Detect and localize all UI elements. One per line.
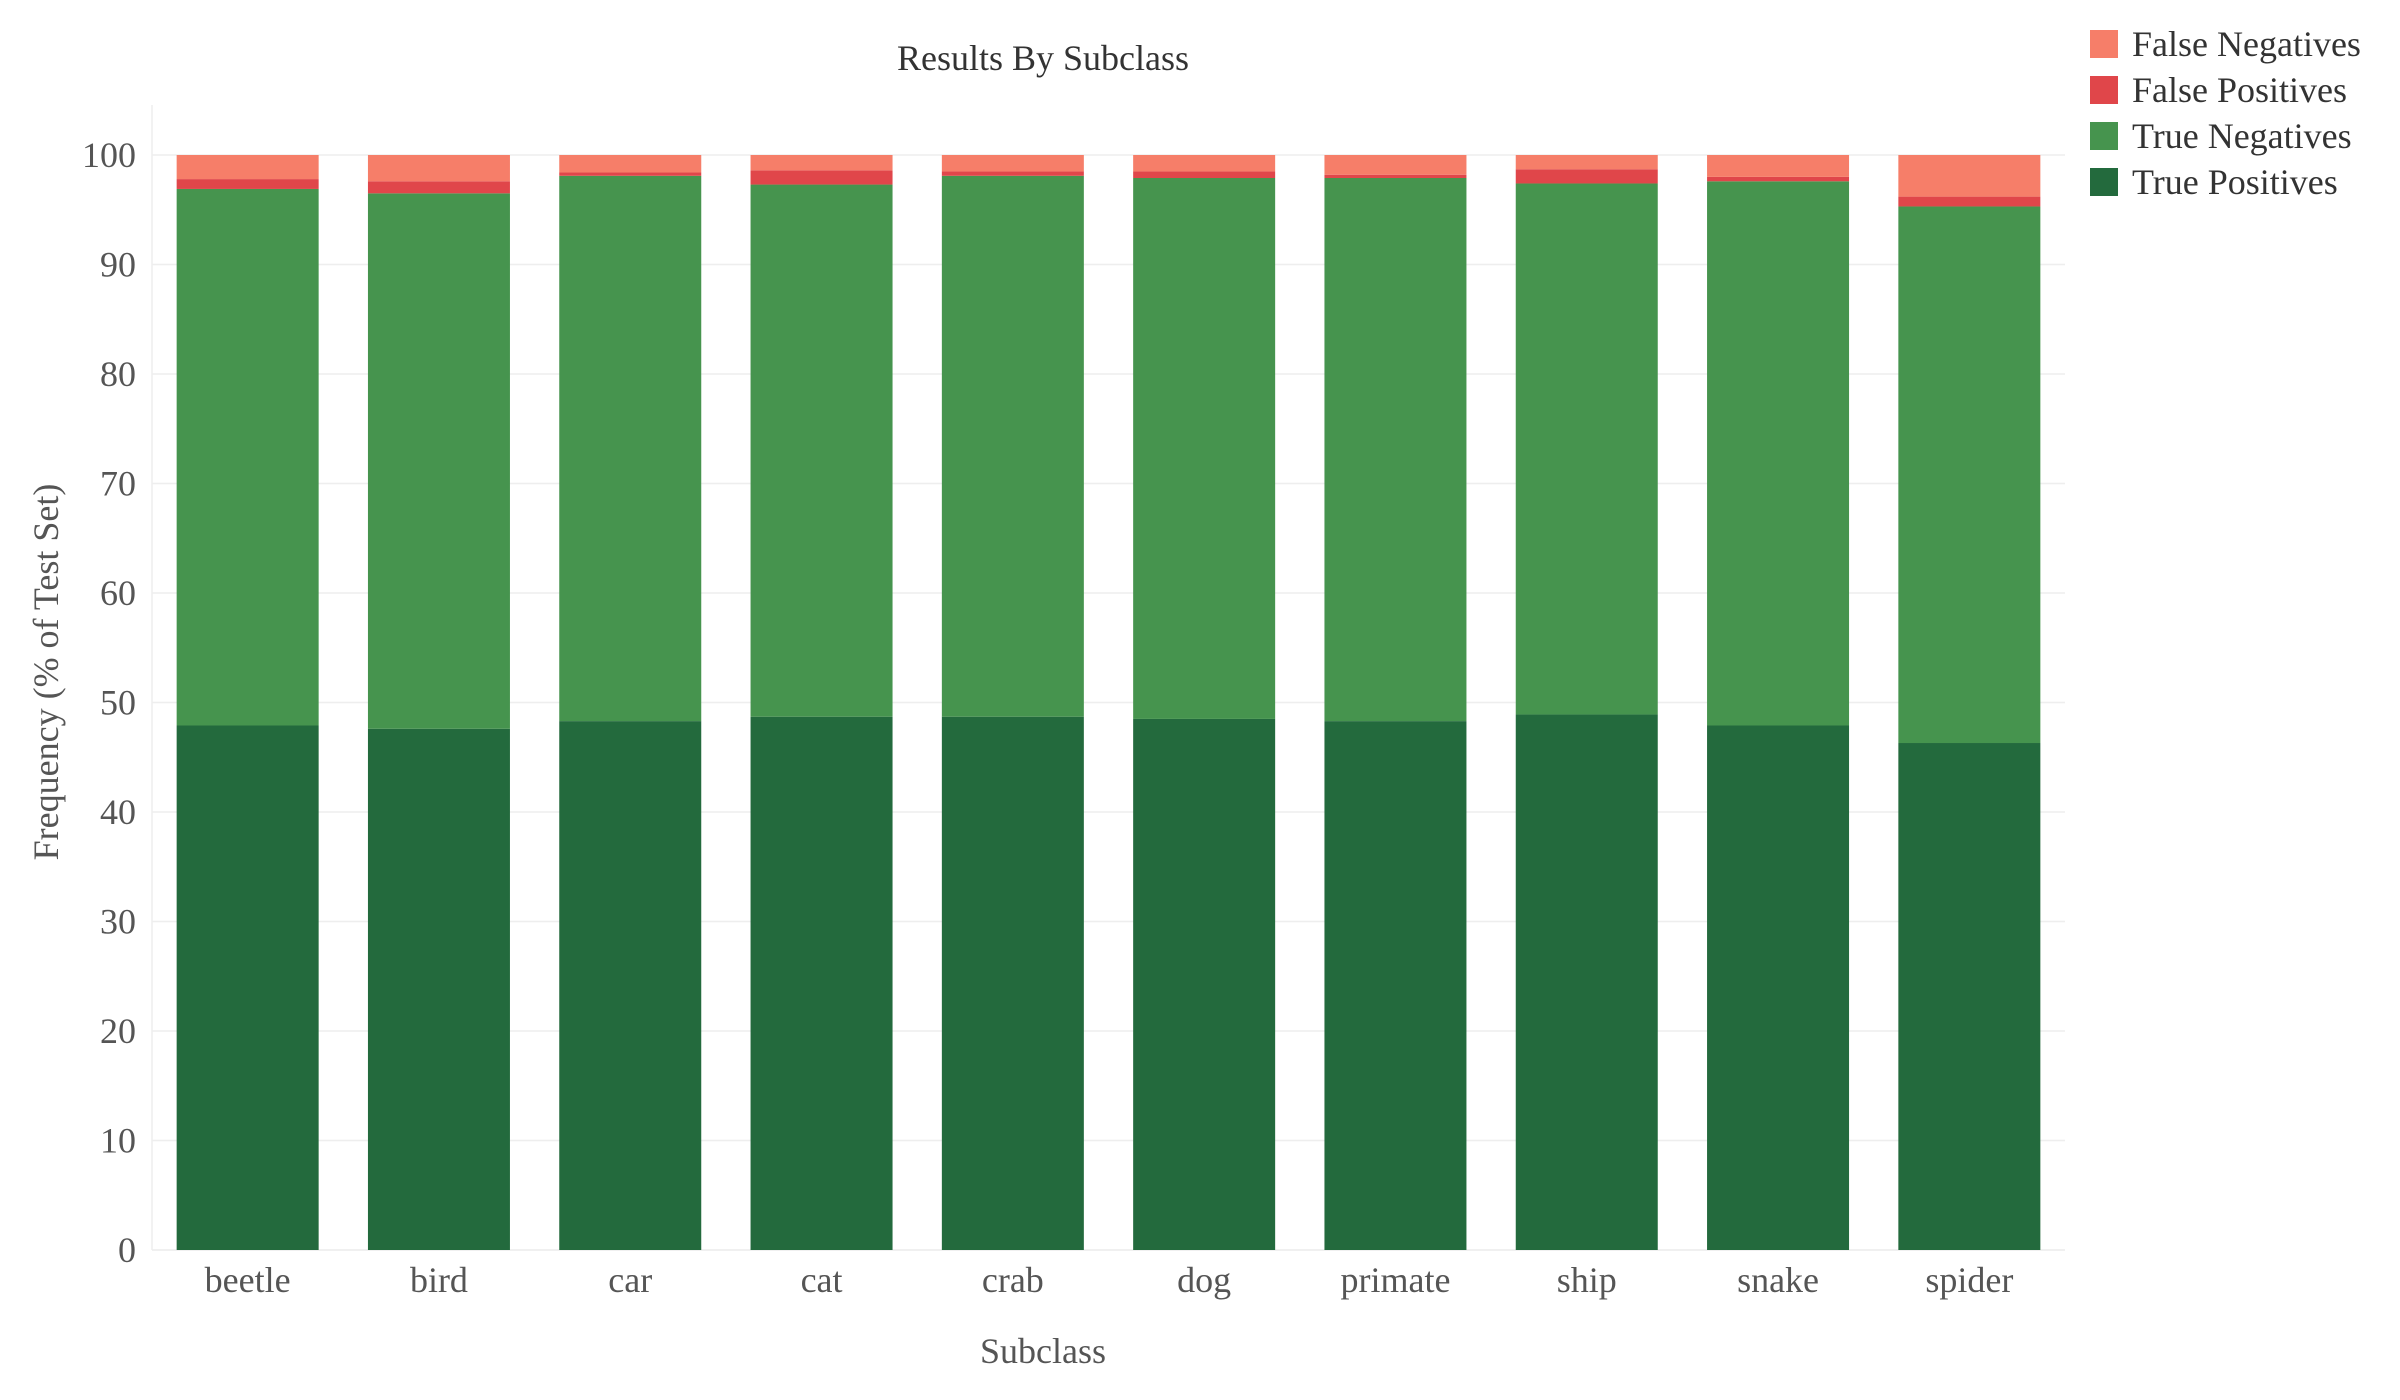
y-tick-label: 60 [100, 573, 136, 613]
legend-swatch [2090, 76, 2118, 104]
legend-swatch [2090, 168, 2118, 196]
bar-stack-beetle [176, 155, 319, 1250]
y-tick-label: 10 [100, 1121, 136, 1161]
bar-bird-false-positives [367, 181, 510, 194]
y-tick-label: 0 [118, 1230, 136, 1270]
bar-bird-false-negatives [367, 155, 510, 182]
bar-spider-false-negatives [1898, 155, 2041, 197]
legend-label: False Positives [2132, 70, 2347, 110]
bar-beetle-true-positives [176, 725, 319, 1250]
chart-title: Results By Subclass [897, 38, 1189, 78]
bar-primate-true-positives [1324, 721, 1467, 1250]
legend-item-false-negatives: False Negatives [2090, 24, 2361, 64]
bar-stack-primate [1324, 155, 1467, 1250]
x-tick-label: beetle [205, 1260, 291, 1300]
bar-car-true-positives [559, 721, 702, 1250]
bar-dog-true-positives [1133, 718, 1276, 1250]
bar-ship-false-negatives [1515, 155, 1658, 170]
y-tick-label: 90 [100, 245, 136, 285]
bar-stack-dog [1133, 155, 1276, 1250]
bar-snake-true-negatives [1707, 181, 1850, 726]
legend-item-false-positives: False Positives [2090, 70, 2347, 110]
bar-ship-false-positives [1515, 169, 1658, 184]
bar-cat-true-negatives [750, 184, 893, 717]
x-axis-label: Subclass [980, 1331, 1106, 1371]
y-tick-label: 70 [100, 464, 136, 504]
bar-crab-false-negatives [941, 155, 1084, 172]
bar-stack-snake [1707, 155, 1850, 1250]
bar-cat-false-positives [750, 170, 893, 185]
bar-crab-true-negatives [941, 175, 1084, 717]
y-tick-label: 100 [82, 135, 136, 175]
y-tick-label: 40 [100, 792, 136, 832]
bar-snake-false-positives [1707, 176, 1850, 182]
bar-stack-crab [941, 155, 1084, 1250]
bar-snake-false-negatives [1707, 155, 1850, 177]
bar-car-false-negatives [559, 155, 702, 173]
y-axis-ticks: 0 10 20 30 40 50 60 70 80 90 100 [82, 135, 136, 1270]
bar-crab-false-positives [941, 171, 1084, 176]
bar-primate-true-negatives [1324, 177, 1467, 722]
bar-cat-true-positives [750, 716, 893, 1250]
y-tick-label: 20 [100, 1011, 136, 1051]
bar-stack-bird [367, 155, 510, 1250]
y-tick-label: 30 [100, 902, 136, 942]
bars [176, 155, 2041, 1250]
bar-crab-true-positives [941, 716, 1084, 1250]
bar-car-true-negatives [559, 175, 702, 722]
x-tick-label: crab [982, 1260, 1044, 1300]
x-tick-label: spider [1925, 1260, 2013, 1300]
legend-swatch [2090, 30, 2118, 58]
x-tick-label: snake [1737, 1260, 1819, 1300]
bar-cat-false-negatives [750, 155, 893, 171]
bar-spider-true-positives [1898, 743, 2041, 1250]
bar-spider-false-positives [1898, 196, 2041, 207]
bar-car-false-positives [559, 172, 702, 176]
bar-ship-true-negatives [1515, 183, 1658, 715]
x-tick-label: bird [410, 1260, 468, 1300]
bar-dog-false-negatives [1133, 155, 1276, 172]
x-tick-label: car [608, 1260, 652, 1300]
bar-beetle-true-negatives [176, 188, 319, 726]
y-tick-label: 50 [100, 683, 136, 723]
x-tick-label: dog [1177, 1260, 1231, 1300]
bar-stack-cat [750, 155, 893, 1250]
bar-dog-false-positives [1133, 171, 1276, 178]
bar-ship-true-positives [1515, 714, 1658, 1250]
bar-bird-true-positives [367, 728, 510, 1250]
bar-stack-ship [1515, 155, 1658, 1250]
bar-bird-true-negatives [367, 193, 510, 729]
legend-item-true-positives: True Positives [2090, 162, 2338, 202]
bar-primate-false-negatives [1324, 155, 1467, 175]
bar-stack-spider [1898, 155, 2041, 1250]
legend-swatch [2090, 122, 2118, 150]
bar-beetle-false-positives [176, 179, 319, 189]
legend-item-true-negatives: True Negatives [2090, 116, 2352, 156]
legend-label: False Negatives [2132, 24, 2361, 64]
y-tick-label: 80 [100, 354, 136, 394]
x-tick-label: primate [1340, 1260, 1450, 1300]
x-axis-ticks: beetle bird car cat crab dog primate ship snake s… [205, 1260, 2014, 1300]
bar-beetle-false-negatives [176, 155, 319, 180]
bar-spider-true-negatives [1898, 206, 2041, 744]
bar-snake-true-positives [1707, 725, 1850, 1250]
bar-dog-true-negatives [1133, 177, 1276, 719]
legend-label: True Negatives [2132, 116, 2352, 156]
x-tick-label: cat [801, 1260, 843, 1300]
y-axis-label: Frequency (% of Test Set) [26, 484, 66, 861]
bar-primate-false-positives [1324, 174, 1467, 178]
bar-stack-car [559, 155, 702, 1250]
legend-label: True Positives [2132, 162, 2338, 202]
legend: False Negatives False Positives True Negat… [2090, 24, 2361, 202]
x-tick-label: ship [1557, 1260, 1617, 1300]
